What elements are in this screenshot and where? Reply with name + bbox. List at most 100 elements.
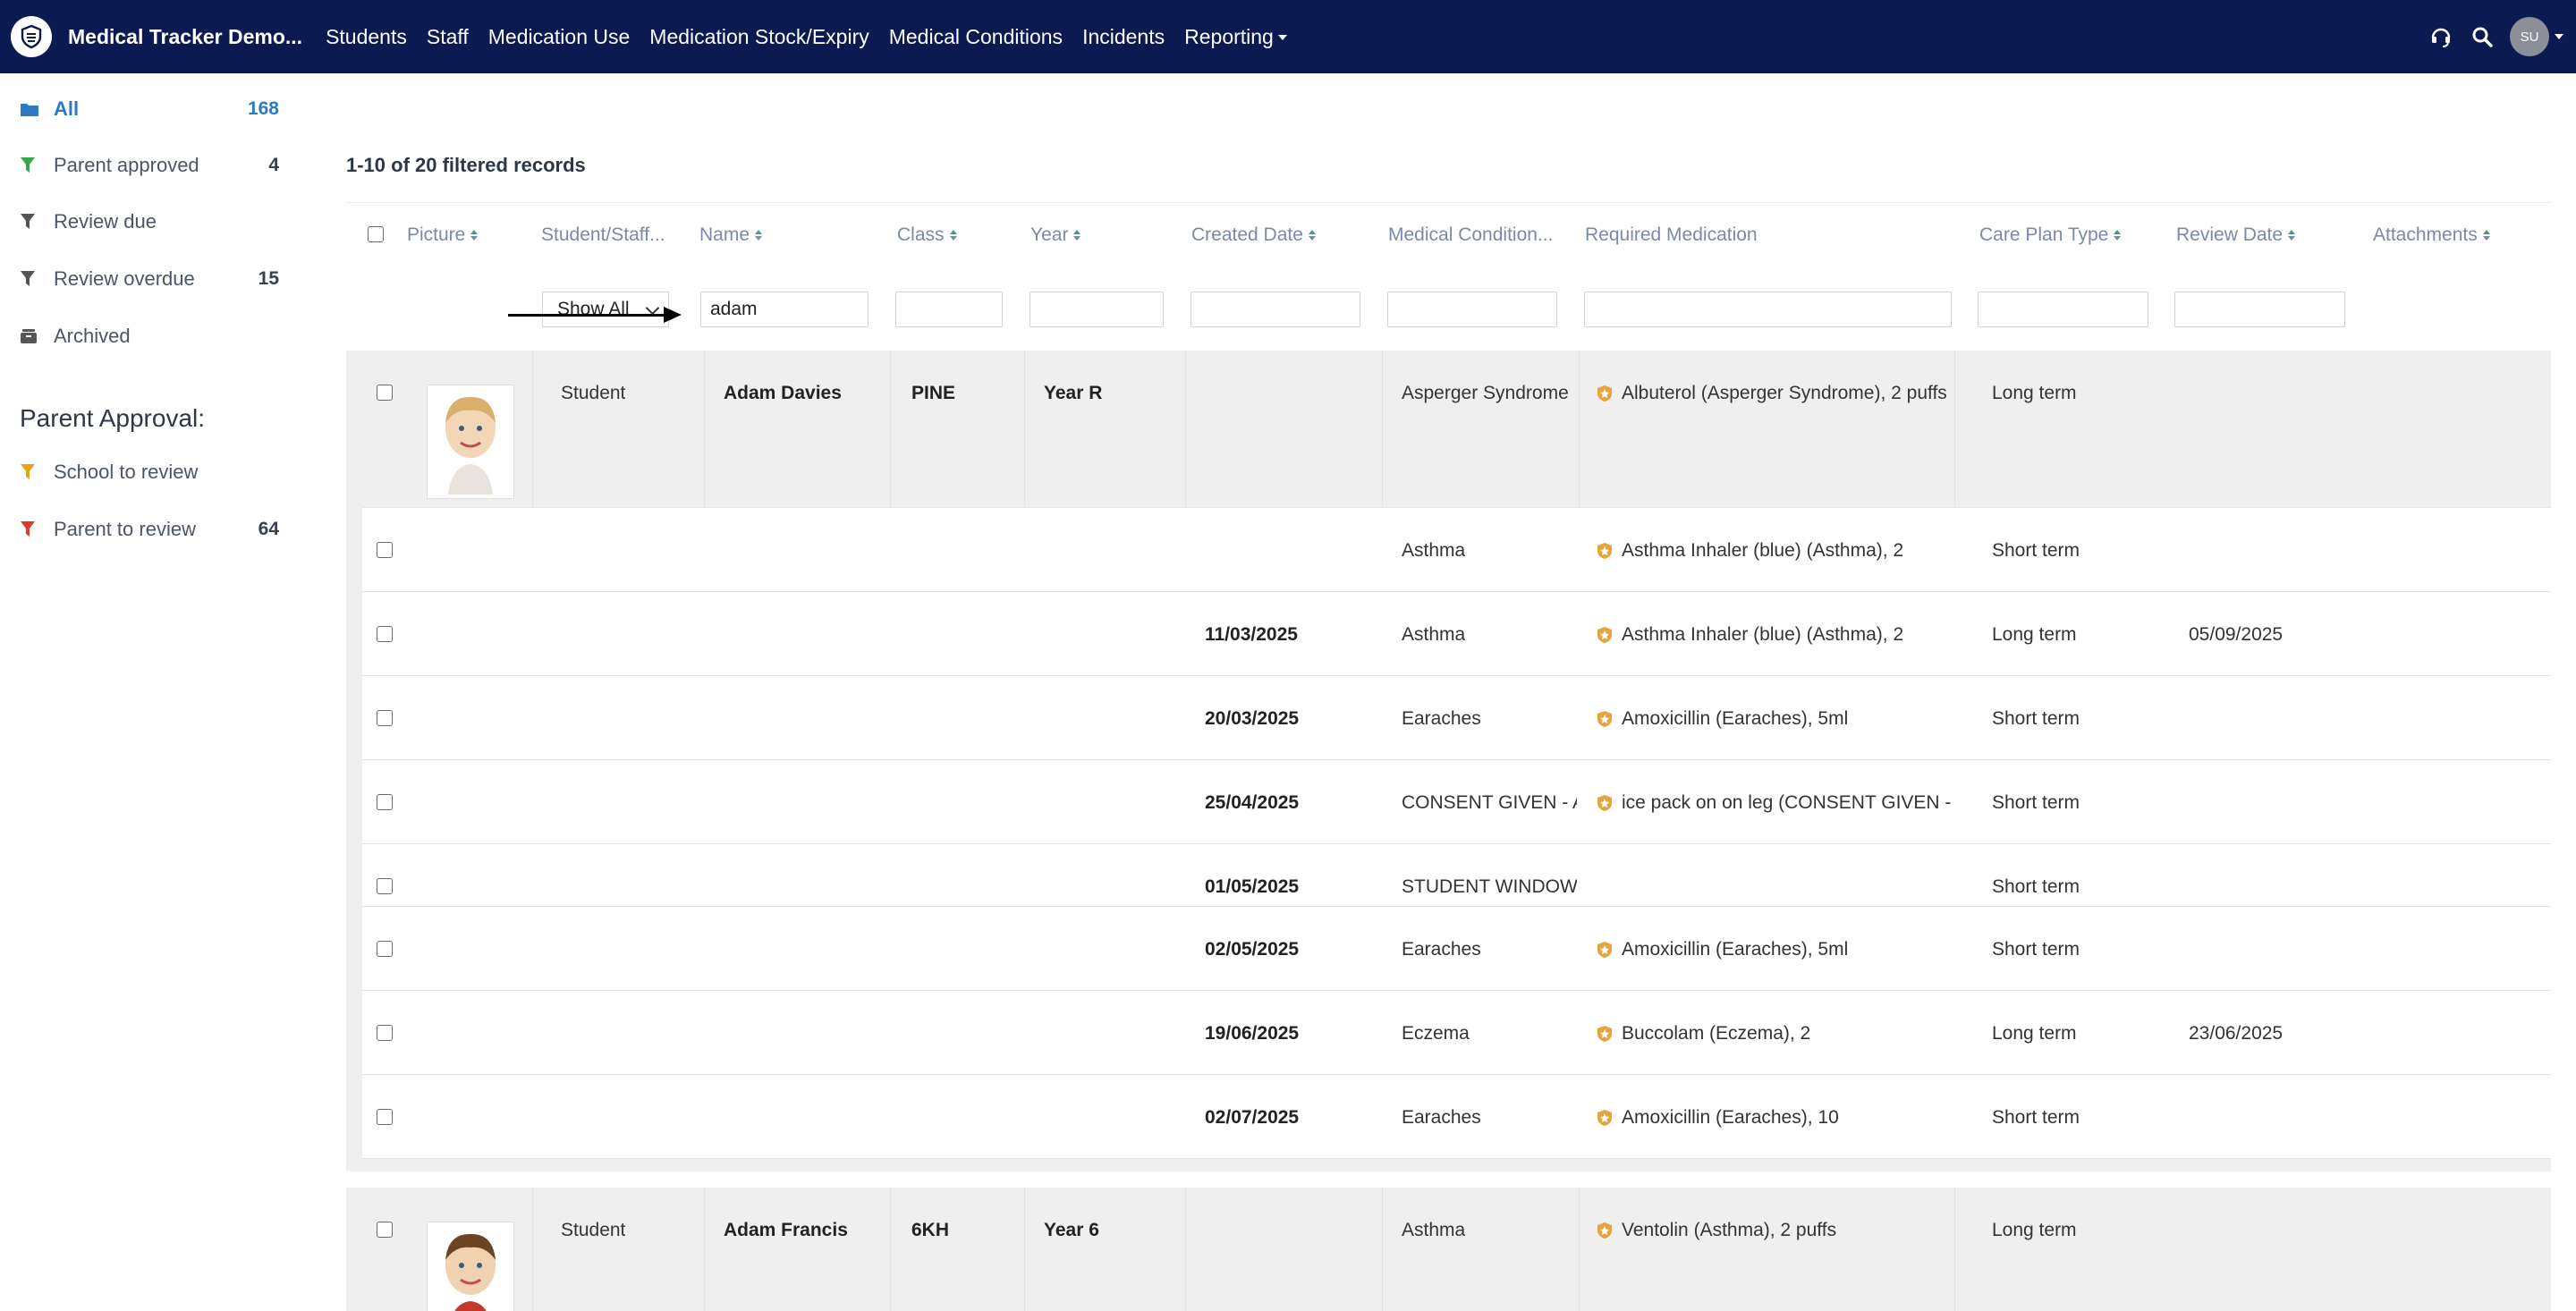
sidebar-item-all[interactable]: All 168 [20,91,279,127]
required-medication-filter-input[interactable] [1584,292,1952,327]
row-checkbox[interactable] [377,878,393,894]
table-row[interactable]: 20/03/2025 Earaches Short term Amoxicillin … [362,676,2551,760]
nav-incidents[interactable]: Incidents [1082,24,1165,48]
created-date-cell: 01/05/2025 [1205,876,1300,897]
required-medication-cell: Amoxicillin (Earaches), 10 [1597,1107,1954,1129]
name-filter-input[interactable] [700,292,869,327]
row-checkbox[interactable] [377,710,393,726]
created-date-cell: 02/05/2025 [1205,939,1300,960]
sidebar-item-count: 64 [258,519,279,539]
table-row[interactable]: 25/04/2025 CONSENT GIVEN - AS Short term ic… [362,760,2551,844]
column-header-attachments[interactable]: Attachments [2373,224,2490,246]
nav-medication-use[interactable]: Medication Use [487,24,631,48]
nav-medication-stock[interactable]: Medication Stock/Expiry [649,24,869,48]
search-icon[interactable] [2469,23,2496,50]
medical-condition-filter-input[interactable] [1387,292,1557,327]
required-medication-cell: Amoxicillin (Earaches), 5ml [1597,939,1954,960]
row-checkbox[interactable] [377,1025,393,1041]
column-header-student-staff[interactable]: Student/Staff... [541,224,665,246]
row-checkbox[interactable] [377,385,393,401]
table-row[interactable]: Student Adam Davies PINE Year R Asperger Syn… [362,351,2551,508]
column-header-year[interactable]: Year [1030,224,1081,246]
table-row[interactable]: 19/06/2025 Eczema Long term 23/06/2025 Bucco… [362,991,2551,1075]
row-checkbox[interactable] [377,941,393,957]
sidebar-item-school-to-review[interactable]: School to review [20,454,279,490]
shield-icon [1597,942,1612,958]
medication-text: Amoxicillin (Earaches), 10 [1622,1107,1839,1128]
sidebar-item-count: 168 [247,98,279,119]
column-header-label: Care Plan Type [1979,224,2109,245]
created-date-filter-input[interactable] [1191,292,1360,327]
column-header-medical-condition[interactable]: Medical Condition... [1388,224,1553,246]
care-plan-type-cell: Long term [1992,624,2077,645]
table-row[interactable]: Student Adam Francis 6KH Year 6 Asthma Long t… [362,1188,2551,1311]
medication-text: Albuterol (Asperger Syndrome), 2 puffs [1622,383,1947,403]
row-checkbox[interactable] [377,626,393,642]
nav-staff[interactable]: Staff [426,24,469,48]
student-staff-filter-select[interactable]: Show All [542,292,669,327]
required-medication-cell: ice pack on on leg (CONSENT GIVEN - AS [1597,792,1954,814]
nav-reporting-label: Reporting [1184,24,1274,48]
row-checkbox[interactable] [377,1222,393,1238]
year-filter-input[interactable] [1030,292,1164,327]
medical-condition-cell: Earaches [1402,1107,1481,1128]
medical-condition-cell: Earaches [1402,939,1481,960]
select-all-checkbox[interactable] [368,226,384,242]
shield-icon [1597,627,1612,643]
nav-medical-conditions[interactable]: Medical Conditions [888,24,1063,48]
column-header-review-date[interactable]: Review Date [2176,224,2296,246]
sidebar-item-label: Parent approved [54,154,199,176]
sidebar-item-review-due[interactable]: Review due [20,204,279,240]
brand-logo-icon[interactable] [11,16,52,57]
nav-students[interactable]: Students [326,24,407,48]
brand-title[interactable]: Medical Tracker Demo... [68,24,303,48]
student-year-cell: Year 6 [1044,1220,1099,1240]
table-row[interactable]: 11/03/2025 Asthma Long term 05/09/2025 Asthm… [362,592,2551,676]
column-header-created-date[interactable]: Created Date [1191,224,1316,246]
chevron-down-icon [645,300,660,316]
student-photo[interactable] [427,1222,514,1311]
column-header-picture[interactable]: Picture [407,224,479,246]
support-icon[interactable] [2428,23,2454,50]
column-header-care-plan-type[interactable]: Care Plan Type [1979,224,2122,246]
medication-text: Ventolin (Asthma), 2 puffs [1622,1220,1837,1240]
required-medication-cell: Buccolam (Eczema), 2 [1597,1023,1954,1045]
column-divider [532,351,533,507]
class-filter-input[interactable] [895,292,1003,327]
sidebar-item-label: All [54,97,80,120]
column-header-class[interactable]: Class [897,224,957,246]
row-checkbox[interactable] [377,542,393,558]
avatar-caret-icon[interactable] [2555,34,2563,39]
filter-select-value: Show All [557,299,630,319]
column-header-required-medication[interactable]: Required Medication [1585,224,1758,246]
column-divider [1579,351,1580,507]
table-row[interactable]: 01/05/2025 STUDENT WINDOW \ Short term [362,844,2551,907]
sidebar-item-review-overdue[interactable]: Review overdue 15 [20,261,279,297]
care-plan-type-cell: Short term [1992,1107,2080,1128]
medical-condition-cell: Asthma [1402,1220,1466,1240]
student-year-cell: Year R [1044,383,1103,403]
student-name-cell: Adam Francis [724,1220,848,1240]
table-row[interactable]: 02/05/2025 Earaches Short term Amoxicillin … [362,907,2551,991]
table-row[interactable]: 02/07/2025 Earaches Short term Amoxicillin … [362,1075,2551,1159]
sidebar-item-archived[interactable]: Archived [20,318,279,354]
required-medication-cell: Albuterol (Asperger Syndrome), 2 puffs [1597,383,1954,404]
sort-icon [2482,230,2490,241]
shield-icon [1597,543,1612,559]
sidebar-item-label: Review due [54,210,157,233]
row-checkbox[interactable] [377,794,393,810]
sidebar-item-parent-to-review[interactable]: Parent to review 64 [20,512,279,547]
table-row[interactable]: Asthma Short term Asthma Inhaler (blue) (A… [362,508,2551,592]
sidebar-item-parent-approved[interactable]: Parent approved 4 [20,148,279,183]
column-header-name[interactable]: Name [699,224,763,246]
row-checkbox[interactable] [377,1109,393,1125]
medication-text: ice pack on on leg (CONSENT GIVEN - AS [1622,792,1954,813]
review-date-filter-input[interactable] [2174,292,2345,327]
sidebar-item-label: School to review [54,461,199,483]
user-avatar[interactable]: SU [2510,17,2549,56]
nav-reporting[interactable]: Reporting [1184,25,1287,49]
care-plan-type-filter-input[interactable] [1978,292,2148,327]
student-photo[interactable] [427,385,514,499]
shield-icon [1597,385,1612,402]
sort-icon [470,230,479,241]
